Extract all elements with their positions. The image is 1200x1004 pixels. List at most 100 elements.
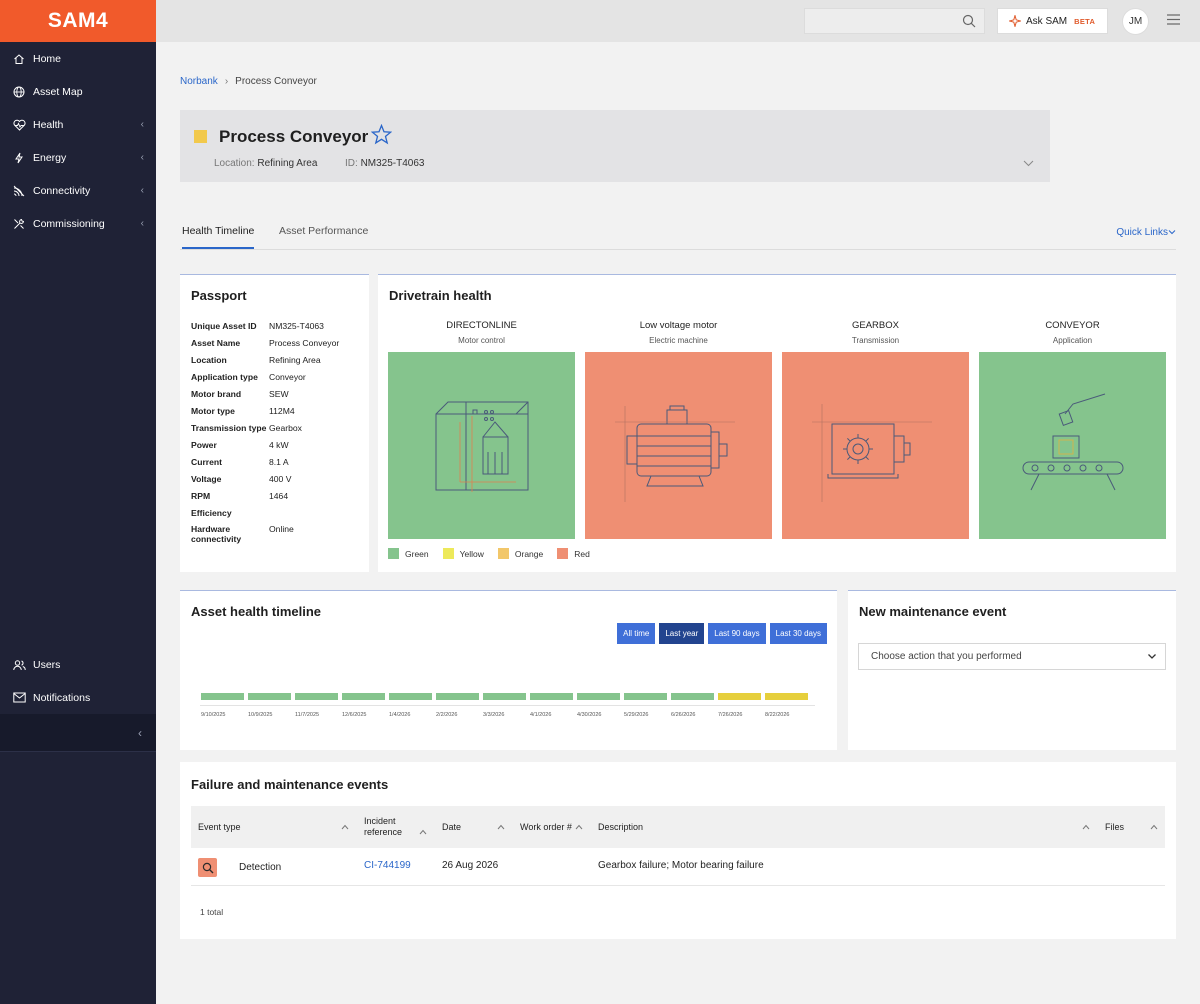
sidebar-item-users[interactable]: Users bbox=[0, 648, 156, 681]
sidebar-item-commissioning[interactable]: Commissioning ‹ bbox=[0, 207, 156, 240]
sort-icon[interactable] bbox=[575, 821, 583, 833]
passport-row: Motor brand SEW bbox=[191, 389, 361, 399]
passport-value: Online bbox=[269, 524, 294, 534]
timeline-segment-green[interactable] bbox=[530, 693, 573, 700]
sort-icon[interactable] bbox=[419, 826, 427, 838]
timeline-axis bbox=[200, 705, 815, 706]
timeline-segment-green[interactable] bbox=[201, 693, 244, 700]
drivetrain-component-conveyor[interactable]: CONVEYOR Application bbox=[979, 320, 1166, 539]
passport-row: RPM 1464 bbox=[191, 491, 361, 501]
search-input[interactable] bbox=[804, 8, 985, 34]
hamburger-menu-icon[interactable] bbox=[1167, 14, 1180, 28]
passport-key: Power bbox=[191, 440, 217, 450]
passport-key: Location bbox=[191, 355, 227, 365]
sidebar-item-asset-map[interactable]: Asset Map bbox=[0, 75, 156, 108]
expand-chevron-down-icon[interactable] bbox=[1023, 158, 1034, 170]
timeline-segment-green[interactable] bbox=[577, 693, 620, 700]
maintenance-action-select[interactable]: Choose action that you performed bbox=[858, 643, 1166, 670]
timeline-segment-green[interactable] bbox=[671, 693, 714, 700]
sidebar-item-connectivity[interactable]: Connectivity ‹ bbox=[0, 174, 156, 207]
timeline-segment-green[interactable] bbox=[295, 693, 338, 700]
column-header-event-type[interactable]: Event type bbox=[198, 822, 241, 832]
range-last-30-days-button[interactable]: Last 30 days bbox=[769, 623, 827, 644]
drivetrain-title: Drivetrain health bbox=[389, 288, 492, 303]
timeline-segment-green[interactable] bbox=[342, 693, 385, 700]
drivetrain-component-directonline[interactable]: DIRECTONLINE Motor control bbox=[388, 320, 575, 539]
timeline-segment-green[interactable] bbox=[483, 693, 526, 700]
sort-icon[interactable] bbox=[341, 821, 349, 833]
app-logo[interactable]: SAM4 bbox=[0, 0, 156, 42]
sidebar-item-label: Commissioning bbox=[33, 217, 105, 230]
sort-icon[interactable] bbox=[1150, 821, 1158, 833]
column-header-incident-reference[interactable]: Incident reference bbox=[364, 816, 403, 837]
legend-swatch bbox=[388, 548, 399, 559]
motor-control-cabinet-icon bbox=[435, 401, 529, 492]
timeline-segment-green[interactable] bbox=[248, 693, 291, 700]
ask-sam-button[interactable]: Ask SAM BETA bbox=[997, 8, 1108, 34]
passport-key: RPM bbox=[191, 491, 211, 501]
legend-label: Yellow bbox=[459, 548, 484, 559]
chevron-down-icon bbox=[1147, 651, 1157, 664]
drivetrain-component-gearbox[interactable]: GEARBOX Transmission bbox=[782, 320, 969, 539]
chevron-left-icon: ‹ bbox=[140, 218, 144, 229]
asset-location: Location: Refining Area bbox=[214, 158, 317, 169]
events-table-header: Event type Incident reference Date Work … bbox=[191, 806, 1165, 848]
legend-item-green: Green bbox=[388, 548, 429, 559]
sidebar-item-label: Asset Map bbox=[33, 85, 83, 98]
legend-item-red: Red bbox=[557, 548, 590, 559]
column-header-files[interactable]: Files bbox=[1105, 822, 1125, 832]
passport-value: Refining Area bbox=[269, 355, 321, 365]
timeline-segment-yellow[interactable] bbox=[765, 693, 808, 700]
asset-status-indicator bbox=[194, 130, 207, 143]
timeline-segment-green[interactable] bbox=[389, 693, 432, 700]
passport-row: Efficiency bbox=[191, 508, 361, 518]
legend-swatch bbox=[497, 548, 509, 559]
column-header-work-order[interactable]: Work order # bbox=[520, 822, 572, 832]
drivetrain-component-motor[interactable]: Low voltage motor Electric machine bbox=[585, 320, 772, 539]
breadcrumb-current: Process Conveyor bbox=[235, 76, 317, 87]
timeline-segment-green[interactable] bbox=[436, 693, 479, 700]
range-all-time-button[interactable]: All time bbox=[617, 623, 656, 644]
failure-maintenance-events-card: Failure and maintenance events Event typ… bbox=[180, 762, 1176, 939]
timeline-date-label: 2/2/2026 bbox=[436, 712, 458, 718]
sidebar-item-home[interactable]: Home bbox=[0, 42, 156, 75]
sidebar-item-energy[interactable]: Energy ‹ bbox=[0, 141, 156, 174]
chevron-left-icon: ‹ bbox=[140, 119, 144, 130]
sidebar: SAM4 Home Asset Map Health ‹ Energy bbox=[0, 0, 156, 1004]
favorite-star-icon[interactable] bbox=[370, 123, 393, 148]
table-row[interactable]: Detection CI-744199 26 Aug 2026 Gearbox … bbox=[191, 848, 1165, 886]
tab-health-timeline[interactable]: Health Timeline bbox=[182, 225, 255, 249]
passport-row: Motor type 112M4 bbox=[191, 406, 361, 416]
incident-reference-link[interactable]: CI-744199 bbox=[364, 860, 411, 871]
sort-icon[interactable] bbox=[497, 821, 505, 833]
component-name: CONVEYOR bbox=[1045, 320, 1100, 331]
range-last-90-days-button[interactable]: Last 90 days bbox=[708, 623, 766, 644]
timeline-segment-yellow[interactable] bbox=[718, 693, 761, 700]
timeline-date-label: 8/22/2026 bbox=[765, 712, 790, 718]
tab-bar: Health Timeline Asset Performance Quick … bbox=[180, 222, 1176, 250]
asset-header: Process Conveyor Location: Refining Area… bbox=[180, 110, 1050, 182]
timeline-date-label: 1/4/2026 bbox=[389, 712, 411, 718]
sort-icon[interactable] bbox=[1082, 821, 1090, 833]
user-avatar[interactable]: JM bbox=[1122, 8, 1149, 35]
health-legend: Green Yellow Orange Red bbox=[388, 548, 604, 559]
home-icon bbox=[12, 52, 26, 66]
sidebar-item-notifications[interactable]: Notifications bbox=[0, 681, 156, 714]
passport-row: Current 8.1 A bbox=[191, 457, 361, 467]
electric-motor-icon bbox=[615, 405, 735, 502]
component-health-tile bbox=[585, 352, 772, 539]
timeline-segment-green[interactable] bbox=[624, 693, 667, 700]
legend-swatch bbox=[442, 548, 454, 559]
sidebar-item-health[interactable]: Health ‹ bbox=[0, 108, 156, 141]
breadcrumb-parent-link[interactable]: Norbank bbox=[180, 76, 218, 87]
sidebar-collapse-button[interactable]: ‹ bbox=[0, 714, 156, 751]
column-header-date[interactable]: Date bbox=[442, 822, 462, 832]
range-last-year-button[interactable]: Last year bbox=[659, 623, 705, 644]
time-range-selector: All time Last year Last 90 days Last 30 … bbox=[613, 623, 827, 644]
passport-card: Passport Unique Asset ID NM325-T4063 Asset… bbox=[180, 274, 369, 572]
tab-asset-performance[interactable]: Asset Performance bbox=[279, 225, 369, 237]
quick-links-dropdown[interactable]: Quick Links bbox=[1116, 227, 1176, 238]
passport-key: Voltage bbox=[191, 474, 222, 484]
column-header-description[interactable]: Description bbox=[598, 822, 644, 832]
sidebar-item-label: Health bbox=[33, 118, 64, 131]
